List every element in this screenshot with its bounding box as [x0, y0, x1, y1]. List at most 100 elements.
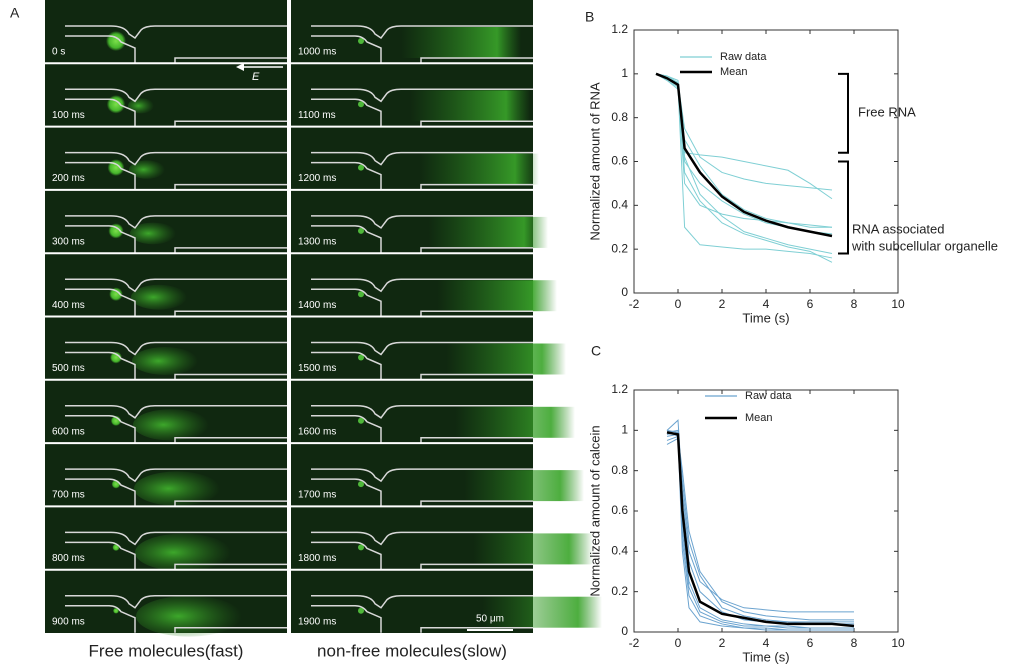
x-tick-label: 8: [851, 297, 858, 311]
time-label: 1000 ms: [298, 47, 336, 58]
channel-outline: [311, 25, 533, 63]
y-tick-label: 0: [621, 624, 628, 638]
x-tick-label: 10: [891, 297, 905, 311]
data-line: [655, 73, 833, 255]
panel-label: B: [585, 9, 594, 25]
y-tick-label: 0.2: [611, 584, 628, 598]
plume: [135, 533, 231, 572]
x-tick-label: -2: [629, 636, 640, 650]
cell: [358, 101, 364, 108]
plot-frame: [633, 29, 899, 294]
x-tick-label: 10: [891, 636, 905, 650]
cell: [358, 481, 364, 488]
annotation: RNA associated: [852, 221, 945, 236]
plot-frame: [633, 389, 899, 633]
data-line: [666, 435, 854, 621]
channel-outline: [311, 594, 533, 633]
cell: [106, 31, 126, 51]
plume: [428, 216, 548, 248]
cell: [358, 544, 364, 551]
y-tick-label: 1: [621, 423, 628, 437]
field-label: E: [252, 71, 260, 83]
cell: [113, 607, 119, 614]
time-label: 0 s: [52, 47, 65, 58]
field-arrow-head: [236, 63, 244, 71]
time-label: 700 ms: [52, 490, 85, 501]
plume: [419, 153, 539, 185]
channel-outline: [65, 594, 287, 633]
annotation: with subcellular organelle: [851, 238, 998, 253]
plume: [129, 160, 165, 179]
cell: [358, 291, 364, 298]
cell: [358, 164, 364, 171]
plume: [131, 284, 187, 310]
plume: [136, 595, 242, 637]
cell: [108, 223, 124, 239]
plume: [473, 533, 593, 565]
channel-outline: [65, 278, 287, 317]
data-line: [655, 73, 833, 259]
bracket: [838, 160, 849, 255]
channel-outline: [65, 88, 287, 127]
channel-outline: [65, 215, 287, 253]
legend-label: Mean: [720, 66, 748, 78]
panel-label: A: [10, 5, 20, 21]
plume: [464, 470, 584, 502]
y-tick-label: 0: [621, 285, 628, 299]
y-tick-label: 1.2: [611, 22, 628, 36]
time-label: 200 ms: [52, 173, 85, 184]
cell: [358, 227, 364, 234]
x-tick-label: 4: [763, 636, 770, 650]
cell: [106, 95, 126, 114]
x-tick-label: 0: [675, 297, 682, 311]
scale-bar-label: 50 μm: [476, 614, 504, 625]
x-tick-label: 2: [719, 636, 726, 650]
data-line: [655, 72, 833, 238]
time-label: 800 ms: [52, 553, 85, 564]
y-tick-label: 1.2: [611, 382, 628, 396]
y-tick-label: 0.4: [611, 544, 628, 558]
plume: [401, 27, 521, 58]
x-tick-label: 8: [851, 636, 858, 650]
y-tick-label: 0.6: [611, 154, 628, 168]
time-label: 1400 ms: [298, 300, 336, 311]
time-label: 900 ms: [52, 616, 85, 627]
time-label: 1600 ms: [298, 426, 336, 437]
y-axis-label: Normalized amount of calcein: [587, 425, 602, 596]
x-axis-label: Time (s): [742, 649, 789, 664]
x-tick-label: 6: [807, 297, 814, 311]
channel-outline: [311, 405, 533, 443]
channel-outline: [65, 531, 287, 570]
data-line: [666, 431, 855, 628]
channel-outline: [65, 151, 287, 190]
channel-outline: [311, 531, 533, 570]
x-tick-label: -2: [629, 297, 640, 311]
y-axis-label: Normalized amount of RNA: [587, 82, 602, 241]
y-tick-label: 0.2: [611, 241, 628, 255]
channel-outline: [65, 405, 287, 443]
channel-outline: [65, 341, 287, 380]
time-label: 1800 ms: [298, 553, 336, 564]
plume: [455, 406, 575, 438]
time-label: 300 ms: [52, 237, 85, 248]
data-line: [666, 431, 854, 623]
time-label: 1300 ms: [298, 237, 336, 248]
cell: [109, 287, 123, 302]
channel-outline: [311, 151, 533, 190]
plume: [446, 343, 566, 375]
data-line: [655, 73, 833, 228]
channel-outline: [65, 468, 287, 507]
time-label: 1700 ms: [298, 490, 336, 501]
time-label: 400 ms: [52, 300, 85, 311]
plume: [134, 471, 220, 506]
time-label: 1500 ms: [298, 363, 336, 374]
annotation: Free RNA: [858, 105, 916, 120]
channel-outline: [311, 215, 533, 253]
channel-outline: [311, 341, 533, 380]
cell: [358, 607, 364, 614]
y-tick-label: 0.8: [611, 110, 628, 124]
y-tick-label: 0.8: [611, 463, 628, 477]
cell: [358, 354, 364, 361]
cell: [358, 417, 364, 424]
channel-outline: [65, 25, 287, 63]
